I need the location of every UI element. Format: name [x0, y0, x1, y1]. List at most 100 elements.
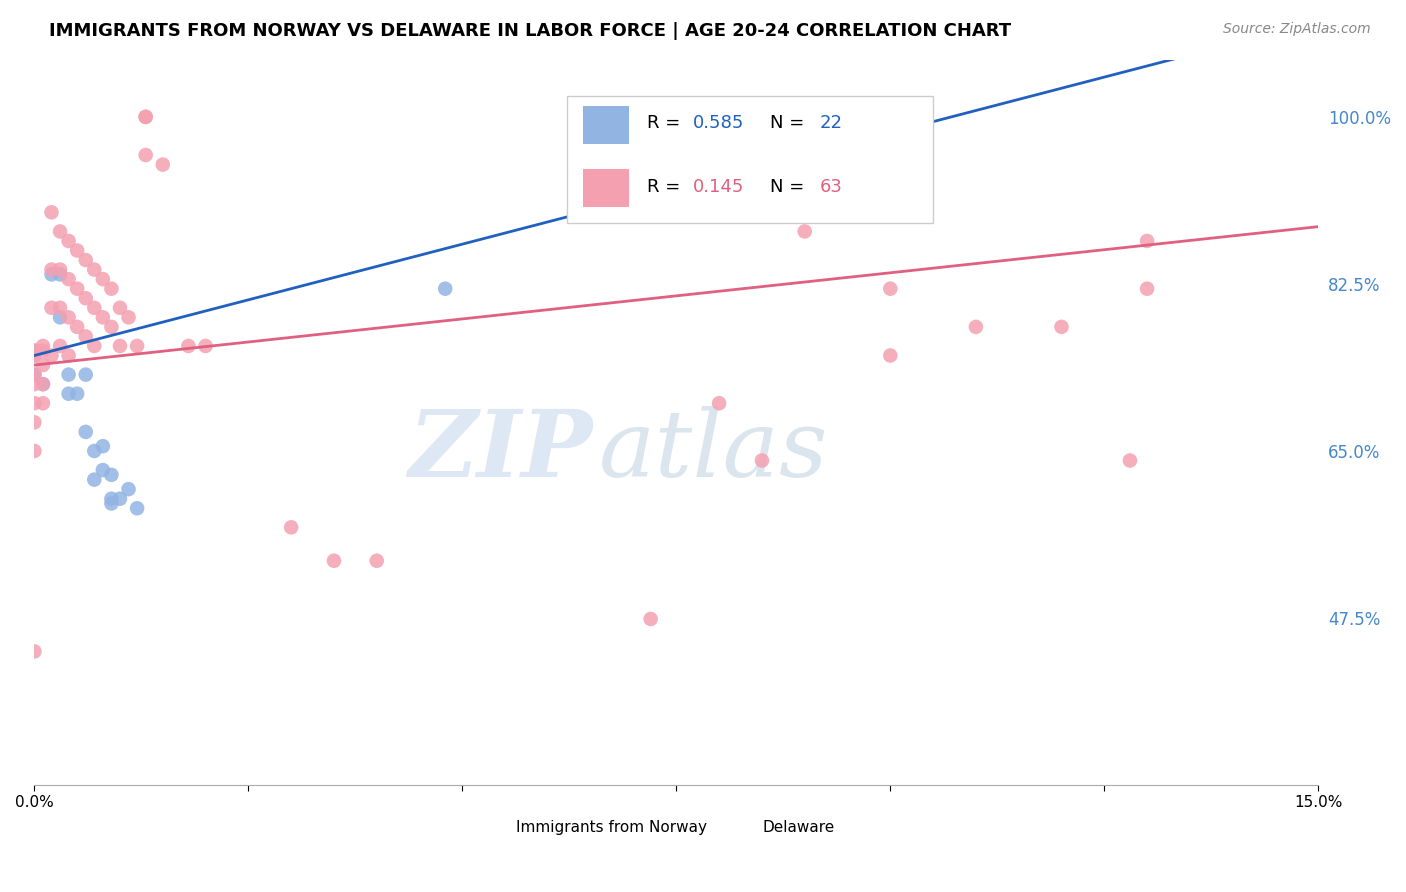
Point [32, 358, 55, 372]
Point [22, 343, 45, 358]
Point [91, 439, 114, 453]
Point [22, 644, 45, 658]
Point [41, 301, 63, 315]
Point [83, 473, 105, 487]
Bar [468, 814, 506, 840]
Text: 22: 22 [820, 114, 844, 132]
Point [58, 349, 80, 363]
Point [75, 253, 97, 268]
Text: N =: N = [770, 114, 810, 132]
Point [66, 282, 89, 296]
Point [49, 301, 72, 315]
Point [91, 463, 114, 477]
Bar [714, 814, 754, 840]
Text: R =: R = [647, 114, 686, 132]
Text: IMMIGRANTS FROM NORWAY VS DELAWARE IN LABOR FORCE | AGE 20-24 CORRELATION CHART: IMMIGRANTS FROM NORWAY VS DELAWARE IN LA… [49, 22, 1011, 40]
Point [100, 319, 122, 334]
Point [117, 482, 139, 496]
Point [22, 368, 45, 382]
Point [32, 396, 55, 410]
Point [1136, 282, 1159, 296]
Point [83, 262, 105, 277]
Point [75, 368, 97, 382]
Point [793, 224, 815, 238]
Point [83, 339, 105, 353]
Point [108, 301, 131, 315]
Point [152, 158, 174, 172]
Point [1119, 453, 1142, 467]
Point [434, 282, 457, 296]
Point [127, 501, 149, 516]
Text: R =: R = [647, 178, 686, 195]
Point [22, 415, 45, 429]
Point [58, 368, 80, 382]
Point [100, 491, 122, 506]
Bar [582, 169, 628, 207]
Point [22, 377, 45, 392]
Point [91, 310, 114, 325]
Point [32, 377, 55, 392]
Text: Immigrants from Norway: Immigrants from Norway [516, 820, 707, 835]
Point [1050, 319, 1073, 334]
Point [879, 349, 901, 363]
Point [177, 339, 200, 353]
Point [135, 110, 157, 124]
Point [100, 496, 122, 510]
Point [100, 467, 122, 482]
Text: atlas: atlas [599, 407, 828, 496]
Point [194, 339, 217, 353]
Point [66, 386, 89, 401]
Point [91, 272, 114, 286]
Point [965, 319, 987, 334]
Point [41, 205, 63, 219]
Text: Source: ZipAtlas.com: Source: ZipAtlas.com [1223, 22, 1371, 37]
Point [49, 268, 72, 282]
Point [751, 453, 773, 467]
Point [49, 224, 72, 238]
Point [41, 268, 63, 282]
Point [135, 110, 157, 124]
Point [58, 386, 80, 401]
Point [280, 520, 302, 534]
Point [75, 291, 97, 305]
Text: ZIP: ZIP [409, 407, 593, 496]
Point [32, 343, 55, 358]
Point [49, 310, 72, 325]
Point [22, 368, 45, 382]
Point [83, 444, 105, 458]
Text: Delaware: Delaware [762, 820, 835, 835]
Text: 0.585: 0.585 [693, 114, 744, 132]
Point [41, 262, 63, 277]
Point [100, 282, 122, 296]
Point [58, 310, 80, 325]
Point [22, 444, 45, 458]
Point [58, 234, 80, 248]
Text: 63: 63 [820, 178, 844, 195]
Point [108, 339, 131, 353]
Point [366, 554, 388, 568]
FancyBboxPatch shape [567, 95, 934, 223]
Text: 0.145: 0.145 [693, 178, 744, 195]
Point [22, 349, 45, 363]
Point [22, 349, 45, 363]
Point [32, 339, 55, 353]
Point [117, 310, 139, 325]
Point [135, 148, 157, 162]
Point [127, 339, 149, 353]
Point [323, 554, 346, 568]
Point [1136, 234, 1159, 248]
Point [66, 244, 89, 258]
Point [75, 425, 97, 439]
Bar [582, 106, 628, 144]
Point [66, 319, 89, 334]
Point [640, 612, 662, 626]
Point [707, 396, 730, 410]
Point [75, 329, 97, 343]
Point [22, 396, 45, 410]
Text: N =: N = [770, 178, 810, 195]
Point [879, 282, 901, 296]
Point [41, 349, 63, 363]
Point [58, 272, 80, 286]
Point [49, 339, 72, 353]
Point [32, 377, 55, 392]
